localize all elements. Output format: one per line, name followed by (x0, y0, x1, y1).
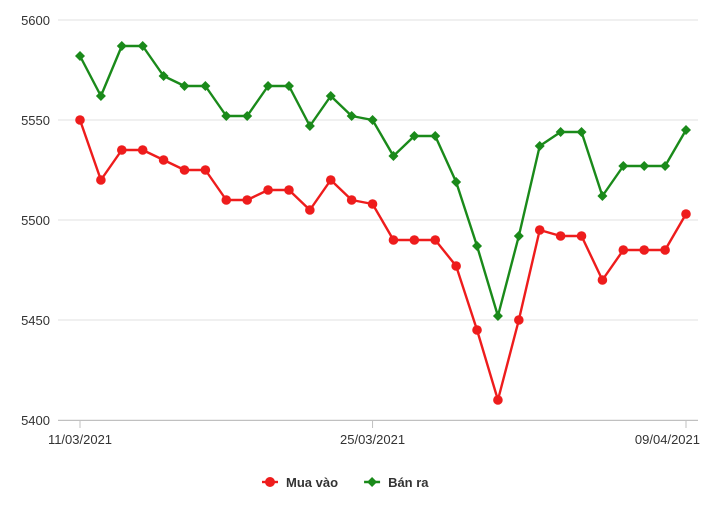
data-point[interactable] (534, 225, 545, 235)
series-line (78, 44, 688, 318)
data-point[interactable] (116, 41, 127, 51)
data-point[interactable] (200, 81, 211, 91)
series-lines (75, 41, 691, 405)
legend-circle-icon (265, 477, 275, 487)
data-point[interactable] (451, 177, 462, 187)
data-point[interactable] (534, 141, 545, 151)
gridlines (58, 19, 698, 421)
data-point[interactable] (597, 275, 608, 285)
data-point[interactable] (388, 235, 399, 245)
data-point[interactable] (179, 165, 190, 175)
data-point[interactable] (305, 205, 315, 215)
x-tick-label: 11/03/2021 (48, 432, 112, 447)
y-tick-label: 5450 (21, 313, 50, 328)
data-point[interactable] (137, 145, 148, 155)
y-tick-label: 5600 (21, 13, 50, 28)
y-tick-label: 5400 (21, 413, 50, 428)
series-2 (75, 41, 691, 321)
data-point[interactable] (367, 115, 378, 125)
data-point[interactable] (555, 231, 566, 241)
data-point[interactable] (430, 131, 441, 141)
data-point[interactable] (263, 81, 274, 91)
data-point[interactable] (681, 209, 691, 219)
data-point[interactable] (200, 165, 211, 175)
data-point[interactable] (283, 81, 294, 91)
data-point[interactable] (492, 311, 503, 321)
y-tick-label: 5550 (21, 113, 50, 128)
data-point[interactable] (346, 111, 357, 121)
data-point[interactable] (304, 121, 315, 131)
x-tick-label: 09/04/2021 (635, 432, 700, 447)
data-point[interactable] (660, 245, 670, 255)
data-point[interactable] (618, 245, 629, 255)
data-point[interactable] (263, 185, 273, 195)
data-point[interactable] (513, 231, 524, 241)
series-line (78, 119, 688, 402)
x-tick-label: 25/03/2021 (340, 432, 405, 447)
data-point[interactable] (158, 155, 169, 165)
series-1 (75, 115, 691, 405)
data-point[interactable] (555, 127, 566, 137)
data-point[interactable] (576, 231, 587, 241)
legend-label: Bán ra (388, 475, 429, 490)
data-point[interactable] (75, 115, 85, 125)
data-point[interactable] (137, 41, 148, 51)
legend-diamond-icon (367, 477, 378, 487)
data-point[interactable] (409, 131, 420, 141)
data-point[interactable] (179, 81, 190, 91)
y-tick-label: 5500 (21, 213, 50, 228)
data-point[interactable] (430, 235, 441, 245)
data-point[interactable] (493, 395, 503, 405)
data-point[interactable] (472, 241, 483, 251)
data-point[interactable] (221, 195, 232, 205)
data-point[interactable] (96, 175, 106, 185)
data-point[interactable] (221, 111, 232, 121)
data-point[interactable] (95, 91, 106, 101)
data-point[interactable] (514, 315, 524, 325)
data-point[interactable] (367, 199, 378, 209)
data-point[interactable] (346, 195, 357, 205)
legend-item-1[interactable]: Mua vào (262, 475, 338, 490)
data-point[interactable] (242, 111, 253, 121)
legend[interactable]: Mua vào Bán ra (262, 475, 429, 490)
axes: 5400 5450 5500 5550 5600 11/03/2021 25/03/2021… (21, 13, 700, 447)
data-point[interactable] (597, 191, 608, 201)
data-point[interactable] (660, 161, 671, 171)
data-point[interactable] (325, 175, 336, 185)
data-point[interactable] (242, 195, 252, 205)
legend-item-2[interactable]: Bán ra (364, 475, 429, 490)
data-point[interactable] (325, 91, 336, 101)
data-point[interactable] (639, 161, 650, 171)
data-point[interactable] (409, 235, 420, 245)
data-point[interactable] (388, 151, 399, 161)
data-point[interactable] (116, 145, 127, 155)
data-point[interactable] (681, 125, 691, 135)
data-point[interactable] (451, 261, 461, 271)
legend-label: Mua vào (286, 475, 338, 490)
data-point[interactable] (618, 161, 629, 171)
data-point[interactable] (284, 185, 294, 195)
data-point[interactable] (472, 325, 482, 335)
data-point[interactable] (576, 127, 587, 137)
data-point[interactable] (639, 245, 650, 255)
data-point[interactable] (158, 71, 169, 81)
data-point[interactable] (75, 51, 85, 61)
